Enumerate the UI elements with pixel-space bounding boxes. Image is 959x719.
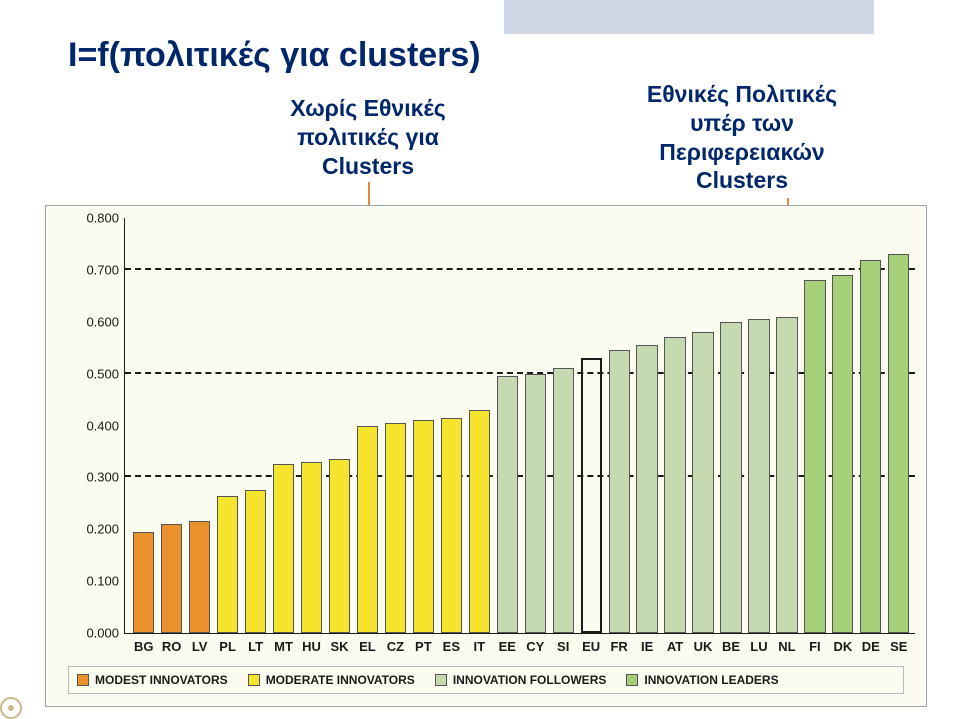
legend-item: INNOVATION FOLLOWERS: [435, 673, 607, 687]
chart-bar: [245, 490, 266, 633]
x-tick-label: SK: [326, 633, 354, 654]
annotation-left-line3: Clusters: [322, 153, 414, 179]
annotation-left-line2: πολιτικές για: [297, 124, 439, 150]
x-tick-label: AT: [661, 633, 689, 654]
page-title: Ι=f(πολιτικές για clusters): [68, 36, 481, 75]
y-tick-label: 0.200: [86, 522, 125, 537]
chart-bar: [357, 426, 378, 634]
y-tick-label: 0.100: [86, 574, 125, 589]
chart-bar: [469, 410, 490, 633]
chart-bar: [497, 376, 518, 633]
annotation-right-line2: υπέρ των: [690, 110, 794, 136]
y-tick-label: 0.400: [86, 418, 125, 433]
x-tick-label: BG: [130, 633, 158, 654]
x-tick-label: SE: [885, 633, 913, 654]
legend-swatch: [435, 674, 447, 686]
chart-bar: [888, 254, 909, 633]
legend-label: INNOVATION LEADERS: [644, 673, 778, 687]
legend-label: INNOVATION FOLLOWERS: [453, 673, 607, 687]
annotation-left-line1: Χωρίς Εθνικές: [290, 95, 446, 121]
chart-plot-area: 0.0000.1000.2000.3000.4000.5000.6000.700…: [124, 218, 915, 634]
chart-bar: [217, 496, 238, 633]
x-tick-label: RO: [158, 633, 186, 654]
x-tick-label: SI: [549, 633, 577, 654]
x-tick-label: IT: [465, 633, 493, 654]
chart-bar: [832, 275, 853, 633]
x-tick-label: BE: [717, 633, 745, 654]
chart-frame: 0.000 0.100 0.200 0.300 0.400 0.500 0.600 0.700…: [45, 205, 927, 707]
chart-bar: [189, 521, 210, 633]
chart-bar: [413, 420, 434, 633]
x-tick-label: UK: [689, 633, 717, 654]
legend-item: INNOVATION LEADERS: [626, 673, 778, 687]
x-tick-label: FR: [605, 633, 633, 654]
chart-bar: [748, 319, 769, 633]
x-tick-label: EL: [353, 633, 381, 654]
x-tick-label: FI: [801, 633, 829, 654]
legend-label: MODEST INNOVATORS: [95, 673, 228, 687]
annotation-right-line1: Εθνικές Πολιτικές: [647, 81, 837, 107]
chart-bar: [553, 368, 574, 633]
chart-bar: [636, 345, 657, 633]
y-tick-label: 0.000: [86, 626, 125, 641]
annotation-right-line4: Clusters: [696, 167, 788, 193]
chart-bar: [161, 524, 182, 633]
y-tick-label: 0.700: [86, 262, 125, 277]
legend-label: MODERATE INNOVATORS: [266, 673, 415, 687]
annotation-right: Εθνικές Πολιτικές υπέρ των Περιφερειακών…: [622, 80, 862, 195]
chart-bar: [609, 350, 630, 633]
x-tick-label: LU: [745, 633, 773, 654]
chart-bar: [581, 358, 602, 633]
chart-bar: [692, 332, 713, 633]
x-tick-label: LV: [186, 633, 214, 654]
legend-swatch: [77, 674, 89, 686]
chart-bar: [273, 464, 294, 633]
x-tick-label: MT: [270, 633, 298, 654]
x-tick-label: LT: [242, 633, 270, 654]
x-tick-label: PL: [214, 633, 242, 654]
x-tick-label: DK: [829, 633, 857, 654]
x-tick-label: ES: [437, 633, 465, 654]
grid-line: [125, 268, 915, 270]
x-tick-label: CZ: [381, 633, 409, 654]
chart-bar: [133, 532, 154, 633]
chart-bar: [720, 322, 741, 633]
x-tick-label: PT: [409, 633, 437, 654]
x-tick-label: NL: [773, 633, 801, 654]
header-accent-bar: [504, 0, 874, 34]
y-tick-label: 0.300: [86, 470, 125, 485]
chart-bar: [804, 280, 825, 633]
chart-bar: [301, 462, 322, 633]
annotation-left: Χωρίς Εθνικές πολιτικές για Clusters: [248, 94, 488, 180]
chart-bar: [860, 260, 881, 634]
y-tick-label: 0.800: [86, 211, 125, 226]
legend-item: MODERATE INNOVATORS: [248, 673, 415, 687]
chart-bar: [385, 423, 406, 633]
legend-swatch: [626, 674, 638, 686]
chart-bar: [525, 374, 546, 633]
annotation-right-line3: Περιφερειακών: [659, 139, 824, 165]
x-tick-label: EU: [577, 633, 605, 654]
legend-item: MODEST INNOVATORS: [77, 673, 228, 687]
y-tick-label: 0.500: [86, 366, 125, 381]
legend-swatch: [248, 674, 260, 686]
x-tick-label: IE: [633, 633, 661, 654]
chart-legend: MODEST INNOVATORS MODERATE INNOVATORS INNO…: [68, 666, 904, 694]
x-tick-label: EE: [493, 633, 521, 654]
chart-bar: [441, 418, 462, 633]
chart-bar: [776, 317, 797, 633]
x-tick-label: HU: [298, 633, 326, 654]
chart-bar: [664, 337, 685, 633]
chart-bar: [329, 459, 350, 633]
x-tick-label: CY: [521, 633, 549, 654]
x-tick-label: DE: [857, 633, 885, 654]
corner-ornament: [0, 697, 22, 719]
y-tick-label: 0.600: [86, 314, 125, 329]
